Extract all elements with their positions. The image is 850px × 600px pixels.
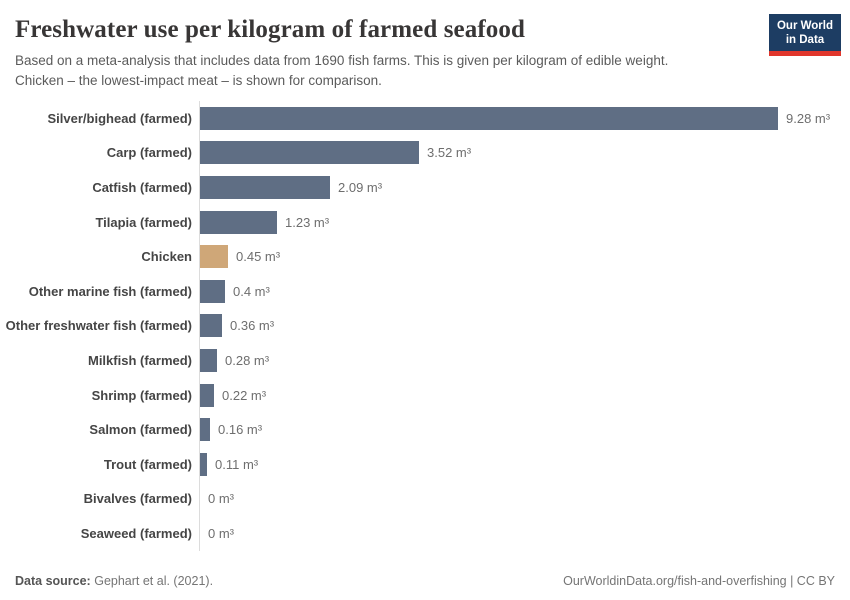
category-label: Bivalves (farmed): [83, 491, 192, 507]
chart-footer: Data source: Gephart et al. (2021). OurW…: [15, 574, 835, 588]
bar[interactable]: [200, 210, 277, 234]
value-label: 1.23 m³: [285, 214, 330, 230]
category-label: Other marine fish (farmed): [28, 283, 192, 299]
bar-plot-area: 2.09 m³: [199, 170, 850, 205]
bar-row: Seaweed (farmed) 0 m³: [0, 516, 850, 551]
bar-row: Carp (farmed) 3.52 m³: [0, 135, 850, 171]
bar[interactable]: [200, 383, 214, 407]
subtitle-line-2: Chicken – the lowest-impact meat – is sh…: [15, 72, 382, 88]
value-label: 0 m³: [208, 525, 234, 541]
bar-row: Other marine fish (farmed) 0.4 m³: [0, 273, 850, 309]
bar-plot-area: 0 m³: [199, 481, 850, 517]
category-label: Seaweed (farmed): [80, 525, 192, 541]
category-label: Catfish (farmed): [92, 179, 192, 195]
value-label: 0.28 m³: [225, 352, 270, 368]
value-label: 0.45 m³: [236, 249, 281, 265]
category-label: Other freshwater fish (farmed): [5, 318, 192, 334]
bar-row: Salmon (farmed) 0.16 m³: [0, 412, 850, 447]
bar-plot-area: 0.16 m³: [199, 412, 850, 447]
bar-plot-area: 0.4 m³: [199, 273, 850, 309]
bar-plot-area: 0.22 m³: [199, 377, 850, 413]
bar[interactable]: [200, 279, 225, 303]
category-label: Salmon (farmed): [89, 422, 192, 438]
bar-plot-area: 9.28 m³: [199, 101, 850, 136]
page-title: Freshwater use per kilogram of farmed se…: [15, 16, 525, 43]
bar-plot-area: 1.23 m³: [199, 204, 850, 240]
bar-row: Trout (farmed) 0.11 m³: [0, 446, 850, 482]
data-source-label: Data source:: [15, 574, 91, 588]
value-label: 3.52 m³: [427, 145, 472, 161]
value-label: 0.36 m³: [230, 318, 275, 334]
bar-row: Shrimp (farmed) 0.22 m³: [0, 377, 850, 413]
subtitle-line-1: Based on a meta-analysis that includes d…: [15, 53, 669, 68]
bar-row: Chicken 0.45 m³: [0, 239, 850, 274]
category-label: Chicken: [141, 249, 192, 265]
category-label: Trout (farmed): [103, 456, 192, 472]
value-label: 0.16 m³: [218, 422, 263, 438]
data-source: Data source: Gephart et al. (2021).: [15, 574, 213, 588]
category-label: Tilapia (farmed): [95, 214, 192, 230]
category-label: Silver/bighead (farmed): [47, 110, 192, 126]
bar[interactable]: [200, 175, 330, 199]
bar-row: Bivalves (farmed) 0 m³: [0, 481, 850, 517]
bar[interactable]: [200, 245, 228, 269]
bar-plot-area: 3.52 m³: [199, 135, 850, 171]
bar-plot-area: 0.36 m³: [199, 308, 850, 344]
bar-plot-area: 0.11 m³: [199, 446, 850, 482]
owid-logo-line-1: Our World: [776, 20, 833, 32]
bar-row: Catfish (farmed) 2.09 m³: [0, 170, 850, 205]
bar[interactable]: [200, 348, 217, 372]
bar-row: Tilapia (farmed) 1.23 m³: [0, 204, 850, 240]
bar-row: Silver/bighead (farmed) 9.28 m³: [0, 101, 850, 136]
owid-logo[interactable]: Our World in Data: [769, 14, 841, 56]
value-label: 0.11 m³: [215, 456, 259, 472]
data-source-value: Gephart et al. (2021).: [94, 574, 214, 588]
bar-plot-area: 0.45 m³: [199, 239, 850, 274]
footer-attribution: OurWorldinData.org/fish-and-overfishing …: [563, 574, 835, 588]
bar-plot-area: 0.28 m³: [199, 343, 850, 378]
bar[interactable]: [200, 106, 778, 130]
bar[interactable]: [200, 314, 222, 338]
bar-row: Milkfish (farmed) 0.28 m³: [0, 343, 850, 378]
bar-row: Other freshwater fish (farmed) 0.36 m³: [0, 308, 850, 344]
owid-logo-line-2: in Data: [785, 34, 825, 46]
bar-chart: Silver/bighead (farmed) 9.28 m³ Carp (farm…: [0, 101, 850, 551]
chart-header: Freshwater use per kilogram of farmed se…: [0, 0, 850, 90]
bar[interactable]: [200, 141, 419, 165]
value-label: 9.28 m³: [786, 110, 831, 126]
bar-plot-area: 0 m³: [199, 516, 850, 551]
bar[interactable]: [200, 418, 210, 442]
value-label: 0.22 m³: [222, 387, 267, 403]
chart-subtitle: Based on a meta-analysis that includes d…: [15, 51, 760, 90]
value-label: 0.4 m³: [233, 283, 270, 299]
bar[interactable]: [200, 452, 207, 476]
value-label: 0 m³: [208, 491, 234, 507]
value-label: 2.09 m³: [338, 179, 383, 195]
category-label: Carp (farmed): [106, 145, 192, 161]
category-label: Milkfish (farmed): [87, 352, 192, 368]
category-label: Shrimp (farmed): [91, 387, 192, 403]
